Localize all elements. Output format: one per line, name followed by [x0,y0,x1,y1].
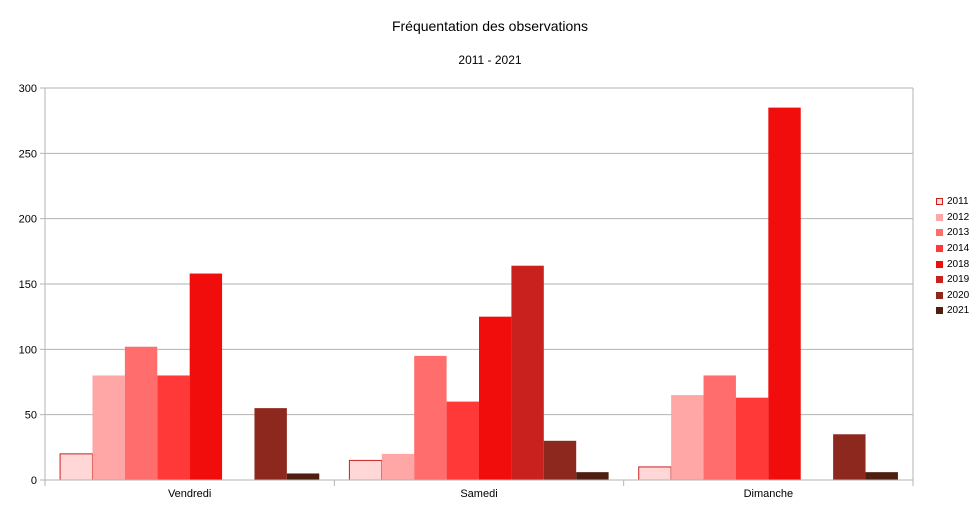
legend-label: 2020 [947,289,970,301]
bar [638,466,672,481]
bar [511,265,544,480]
bar [381,453,415,480]
x-tick-label: Vendredi [168,488,211,500]
y-tick-label: 0 [31,475,37,487]
y-tick-label: 100 [19,344,37,356]
legend-item: 2020 [936,288,969,304]
x-tick-label: Dimanche [744,488,794,500]
legend-item: 2013 [936,225,969,241]
legend-item: 2019 [936,272,969,288]
bar [735,397,769,480]
bar [414,355,447,480]
bar [124,346,158,480]
bar [833,434,866,480]
legend-label: 2019 [947,274,970,286]
legend-item: 2012 [936,210,969,226]
bar [865,472,898,480]
legend-label: 2018 [947,258,970,270]
y-tick-label: 50 [25,410,37,422]
chart-subtitle: 2011 - 2021 [458,53,522,67]
legend-label: 2021 [947,305,970,317]
legend-label: 2013 [947,227,970,239]
bar [703,375,736,480]
legend-label: 2014 [947,243,970,255]
legend-label: 2012 [947,211,970,223]
legend-label: 2011 [947,196,969,208]
legend-item: 2014 [936,241,969,257]
bar [348,459,383,481]
legend-swatch [936,198,943,206]
bar [671,395,704,480]
bar [543,440,577,480]
bar [59,453,93,481]
bar [768,107,801,480]
bar [576,472,609,480]
bar [254,408,287,480]
legend-swatch [936,229,943,237]
legend-swatch [936,291,943,299]
legend-swatch [936,276,943,284]
y-tick-label: 300 [19,83,37,95]
x-tick-label: Samedi [460,488,497,500]
y-tick-label: 150 [19,279,37,291]
legend-item: 2018 [936,256,969,272]
bar [286,473,320,480]
y-tick-label: 250 [19,148,37,160]
y-tick-label: 200 [19,214,37,226]
bar [446,401,479,480]
bar [479,316,512,480]
legend-item: 2011 [936,194,969,210]
bar [92,375,125,480]
chart-legend: 2011 2012 2013 2014 2018 2019 2020 2021 [936,194,969,319]
legend-item: 2021 [936,303,969,319]
legend-swatch [936,307,943,315]
legend-swatch [936,260,943,268]
chart-title: Fréquentation des observations [391,18,589,34]
bar [157,375,190,480]
legend-swatch [936,213,943,221]
legend-swatch [936,245,943,253]
bar [189,273,223,480]
